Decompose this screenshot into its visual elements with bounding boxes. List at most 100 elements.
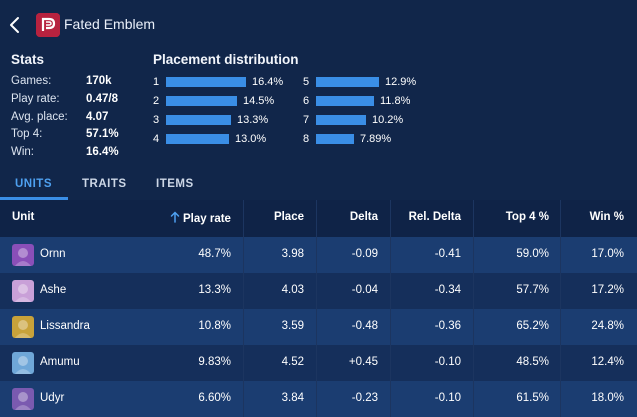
stat-value: 0.47/8 bbox=[86, 93, 118, 105]
header-place[interactable]: Place bbox=[273, 211, 304, 223]
win-cell: 12.4% bbox=[591, 356, 624, 368]
place-cell: 4.52 bbox=[281, 356, 304, 368]
table-row[interactable]: Ornn 48.7% 3.98 -0.09 -0.41 59.0% 17.0% bbox=[0, 237, 637, 273]
placement-number: 4 bbox=[153, 133, 160, 145]
placement-number: 6 bbox=[303, 95, 310, 107]
placement-bar bbox=[166, 115, 231, 125]
table-row[interactable]: Lissandra 10.8% 3.59 -0.48 -0.36 65.2% 24.8% bbox=[0, 309, 637, 345]
delta-cell: -0.23 bbox=[351, 392, 378, 404]
win-cell: 17.0% bbox=[591, 248, 624, 260]
header: Fated Emblem bbox=[0, 0, 637, 50]
top4-cell: 61.5% bbox=[516, 392, 549, 404]
unit-name: Ashe bbox=[40, 284, 67, 296]
play-rate-cell: 10.8% bbox=[198, 320, 231, 332]
top4-cell: 57.7% bbox=[516, 284, 549, 296]
header-rel-delta[interactable]: Rel. Delta bbox=[408, 211, 461, 223]
placement-bar bbox=[316, 77, 379, 87]
place-cell: 3.84 bbox=[281, 392, 304, 404]
rel-delta-cell: -0.10 bbox=[434, 356, 461, 368]
tab-units[interactable]: UNITS bbox=[15, 178, 52, 190]
play-rate-cell: 13.3% bbox=[198, 284, 231, 296]
win-cell: 17.2% bbox=[591, 284, 624, 296]
delta-cell: +0.45 bbox=[348, 356, 378, 368]
stat-value: 57.1% bbox=[86, 128, 119, 140]
placement-value: 11.8% bbox=[380, 95, 411, 107]
stat-value: 4.07 bbox=[86, 111, 109, 123]
unit-avatar bbox=[12, 352, 34, 374]
header-win[interactable]: Win % bbox=[589, 211, 624, 223]
unit-name: Udyr bbox=[40, 392, 65, 404]
placement-number: 5 bbox=[303, 76, 310, 88]
win-cell: 18.0% bbox=[591, 392, 624, 404]
column-divider bbox=[390, 200, 391, 417]
table-row[interactable]: Udyr 6.60% 3.84 -0.23 -0.10 61.5% 18.0% bbox=[0, 381, 637, 417]
placement-number: 1 bbox=[153, 76, 160, 88]
header-top4[interactable]: Top 4 % bbox=[505, 211, 549, 223]
place-cell: 3.59 bbox=[281, 320, 304, 332]
fated-emblem-icon bbox=[36, 13, 60, 37]
stat-label: Play rate: bbox=[11, 93, 60, 105]
placement-bar bbox=[316, 96, 374, 106]
unit-avatar bbox=[12, 244, 34, 266]
placement-value: 14.5% bbox=[243, 95, 275, 107]
rel-delta-cell: -0.34 bbox=[434, 284, 461, 296]
placement-bar bbox=[166, 96, 237, 106]
delta-cell: -0.48 bbox=[351, 320, 378, 332]
rel-delta-cell: -0.10 bbox=[434, 392, 461, 404]
placement-value: 10.2% bbox=[372, 114, 404, 126]
header-play-rate-label: Play rate bbox=[183, 213, 231, 225]
header-play-rate[interactable]: Play rate bbox=[170, 211, 231, 225]
placement-number: 3 bbox=[153, 114, 160, 126]
placement-number: 7 bbox=[303, 114, 310, 126]
back-arrow-icon[interactable] bbox=[8, 14, 22, 36]
unit-name: Lissandra bbox=[40, 320, 90, 332]
placement-bar bbox=[166, 77, 246, 87]
top4-cell: 48.5% bbox=[516, 356, 549, 368]
top4-cell: 65.2% bbox=[516, 320, 549, 332]
stat-label: Games: bbox=[11, 75, 52, 87]
placement-value: 7.89% bbox=[360, 133, 392, 145]
stat-label: Avg. place: bbox=[11, 111, 68, 123]
stat-value: 170k bbox=[86, 75, 112, 87]
unit-avatar bbox=[12, 388, 34, 410]
rel-delta-cell: -0.41 bbox=[434, 248, 461, 260]
stats-heading: Stats bbox=[11, 52, 45, 67]
place-cell: 4.03 bbox=[281, 284, 304, 296]
rel-delta-cell: -0.36 bbox=[434, 320, 461, 332]
table-row[interactable]: Ashe 13.3% 4.03 -0.04 -0.34 57.7% 17.2% bbox=[0, 273, 637, 309]
stat-label: Top 4: bbox=[11, 128, 43, 140]
header-unit[interactable]: Unit bbox=[12, 211, 35, 223]
unit-avatar bbox=[12, 280, 34, 302]
unit-name: Amumu bbox=[40, 356, 80, 368]
place-cell: 3.98 bbox=[281, 248, 304, 260]
page-title: Fated Emblem bbox=[64, 16, 156, 32]
table-header: Unit Play rate Place Delta Rel. Delta To… bbox=[0, 200, 637, 237]
active-tab-indicator bbox=[0, 197, 68, 200]
placement-bar bbox=[316, 115, 366, 125]
header-delta[interactable]: Delta bbox=[349, 211, 378, 223]
play-rate-cell: 48.7% bbox=[198, 248, 231, 260]
unit-name: Ornn bbox=[40, 248, 66, 260]
placement-number: 8 bbox=[303, 133, 310, 145]
placement-value: 13.3% bbox=[237, 114, 269, 126]
placement-value: 12.9% bbox=[385, 76, 417, 88]
column-divider bbox=[473, 200, 474, 417]
tab-traits[interactable]: TRAITS bbox=[82, 178, 127, 190]
delta-cell: -0.04 bbox=[351, 284, 378, 296]
top4-cell: 59.0% bbox=[516, 248, 549, 260]
tab-items[interactable]: ITEMS bbox=[156, 178, 194, 190]
stat-label: Win: bbox=[11, 146, 34, 158]
placement-bar bbox=[316, 134, 354, 144]
placement-value: 13.0% bbox=[235, 133, 267, 145]
delta-cell: -0.09 bbox=[351, 248, 378, 260]
placement-value: 16.4% bbox=[252, 76, 284, 88]
placement-number: 2 bbox=[153, 95, 160, 107]
play-rate-cell: 9.83% bbox=[198, 356, 231, 368]
table-row[interactable]: Amumu 9.83% 4.52 +0.45 -0.10 48.5% 12.4% bbox=[0, 345, 637, 381]
column-divider bbox=[560, 200, 561, 417]
column-divider bbox=[243, 200, 244, 417]
column-divider bbox=[316, 200, 317, 417]
tab-bar: UNITS TRAITS ITEMS bbox=[0, 172, 637, 201]
placement-heading: Placement distribution bbox=[153, 52, 299, 67]
play-rate-cell: 6.60% bbox=[198, 392, 231, 404]
